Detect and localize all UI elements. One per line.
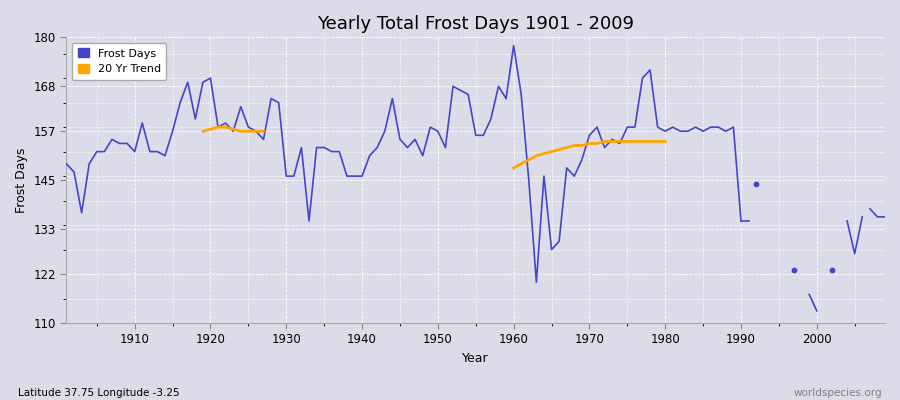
Text: Latitude 37.75 Longitude -3.25: Latitude 37.75 Longitude -3.25 [18,388,180,398]
Point [824,267,839,273]
Text: worldspecies.org: worldspecies.org [794,388,882,398]
Legend: Frost Days, 20 Yr Trend: Frost Days, 20 Yr Trend [72,43,166,80]
X-axis label: Year: Year [463,352,489,365]
Y-axis label: Frost Days: Frost Days [15,148,28,213]
Point [749,181,763,188]
Title: Yearly Total Frost Days 1901 - 2009: Yearly Total Frost Days 1901 - 2009 [317,15,634,33]
Point [787,267,801,273]
